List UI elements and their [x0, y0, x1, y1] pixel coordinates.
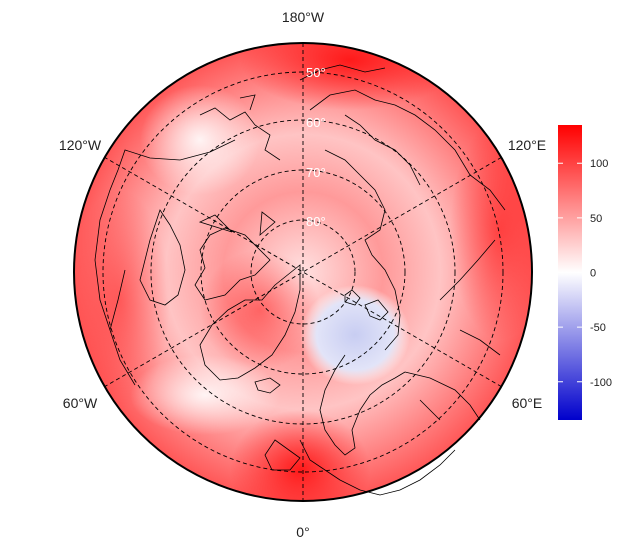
graticule [102, 43, 504, 501]
colorbar: 100 50 0 -50 -100 [558, 125, 612, 420]
latitude-circle-50 [102, 71, 504, 473]
scandinavia-coast [319, 354, 406, 456]
eurasia-borders [404, 239, 501, 421]
north-america-coast [94, 139, 236, 386]
svalbard-novaya-zemlya [344, 289, 389, 321]
lon-label-60w: 60°W [63, 395, 98, 411]
lon-label-180w: 180°W [282, 9, 325, 25]
europe-coast [254, 377, 456, 496]
lon-label-60e: 60°E [512, 395, 543, 411]
colorbar-tick-label: 50 [590, 213, 602, 225]
colorbar-tick-label: 100 [590, 158, 608, 170]
anomaly-field [74, 43, 532, 501]
colorbar-ticks: 100 50 0 -50 -100 [558, 158, 612, 389]
canadian-archipelago [194, 211, 276, 301]
lat-label-70: 70° [306, 165, 326, 180]
lat-label-50: 50° [306, 65, 326, 80]
greenland-outline [199, 264, 301, 381]
lat-label-60: 60° [306, 115, 326, 130]
colorbar-tick-label: 0 [590, 268, 596, 280]
coastlines [94, 64, 506, 496]
lon-label-120e: 120°E [508, 137, 546, 153]
map-frame [73, 42, 533, 502]
siberia-coast [309, 89, 506, 351]
lat-label-80: 80° [306, 214, 326, 229]
colorbar-tick-label: -50 [590, 322, 606, 334]
lon-label-0: 0° [296, 524, 309, 540]
latitude-circle-80 [250, 219, 356, 325]
kamchatka-chukotka [299, 64, 421, 186]
alaska-bering [199, 94, 281, 161]
lon-label-120w: 120°W [59, 137, 102, 153]
colorbar-tick-label: -100 [590, 377, 612, 389]
